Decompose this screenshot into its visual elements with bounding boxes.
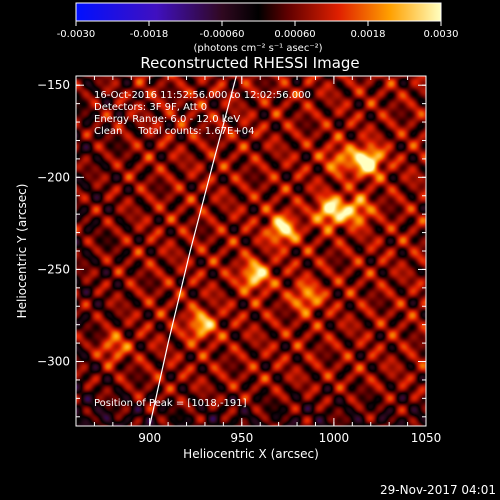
y-tick-label: −200 <box>37 170 70 184</box>
image-plot <box>76 76 426 426</box>
colorbar-ticks: -0.0030 -0.0018 -0.00060 0.00060 0.0018 0.003… <box>57 21 459 40</box>
colorbar-tick-label: 0.0018 <box>351 29 386 40</box>
colorbar-tick-label: 0.0030 <box>424 29 459 40</box>
y-tick-label: −300 <box>37 355 70 369</box>
colorbar-tick-label: 0.00060 <box>274 29 315 40</box>
peak-position-text: Position of Peak = [1018,-191] <box>94 398 247 409</box>
info-detectors: Detectors: 3F 9F, Att 0 <box>94 102 207 113</box>
colorbar-unit-label: (photons cm⁻² s⁻¹ asec⁻²) <box>193 43 322 54</box>
y-tick-label: −150 <box>37 78 70 92</box>
info-time-range: 16-Oct-2016 11:52:56.000 to 12:02:56.000 <box>94 90 311 101</box>
timestamp: 29-Nov-2017 04:01 <box>380 483 496 497</box>
observation-info: 16-Oct-2016 11:52:56.000 to 12:02:56.000… <box>94 90 311 409</box>
x-tick-label: 900 <box>138 431 161 445</box>
x-axis-ticks: 900 950 1000 1050 <box>75 76 442 445</box>
colorbar-tick-label: -0.0018 <box>130 29 169 40</box>
colorbar-tick-label: -0.0030 <box>57 29 96 40</box>
colorbar-gradient <box>75 2 442 22</box>
x-tick-label: 1000 <box>319 431 350 445</box>
colorbar-tick-label: -0.00060 <box>200 29 245 40</box>
solar-limb-line <box>149 76 237 426</box>
heatmap-image <box>76 76 426 426</box>
y-axis-label: Heliocentric Y (arcsec) <box>15 184 29 319</box>
info-clean-counts: Clean Total counts: 1.67E+04 <box>94 126 254 137</box>
y-tick-label: −250 <box>37 262 70 276</box>
x-tick-label: 1050 <box>411 431 442 445</box>
figure-title: Reconstructed RHESSI Image <box>140 54 359 72</box>
y-axis-ticks: −150 −200 −250 −300 <box>37 78 426 418</box>
x-axis-label: Heliocentric X (arcsec) <box>183 447 319 461</box>
info-energy-range: Energy Range: 6.0 - 12.0 keV <box>94 114 240 125</box>
x-tick-label: 950 <box>230 431 253 445</box>
colorbar: -0.0030 -0.0018 -0.00060 0.00060 0.0018 0.003… <box>57 2 459 54</box>
